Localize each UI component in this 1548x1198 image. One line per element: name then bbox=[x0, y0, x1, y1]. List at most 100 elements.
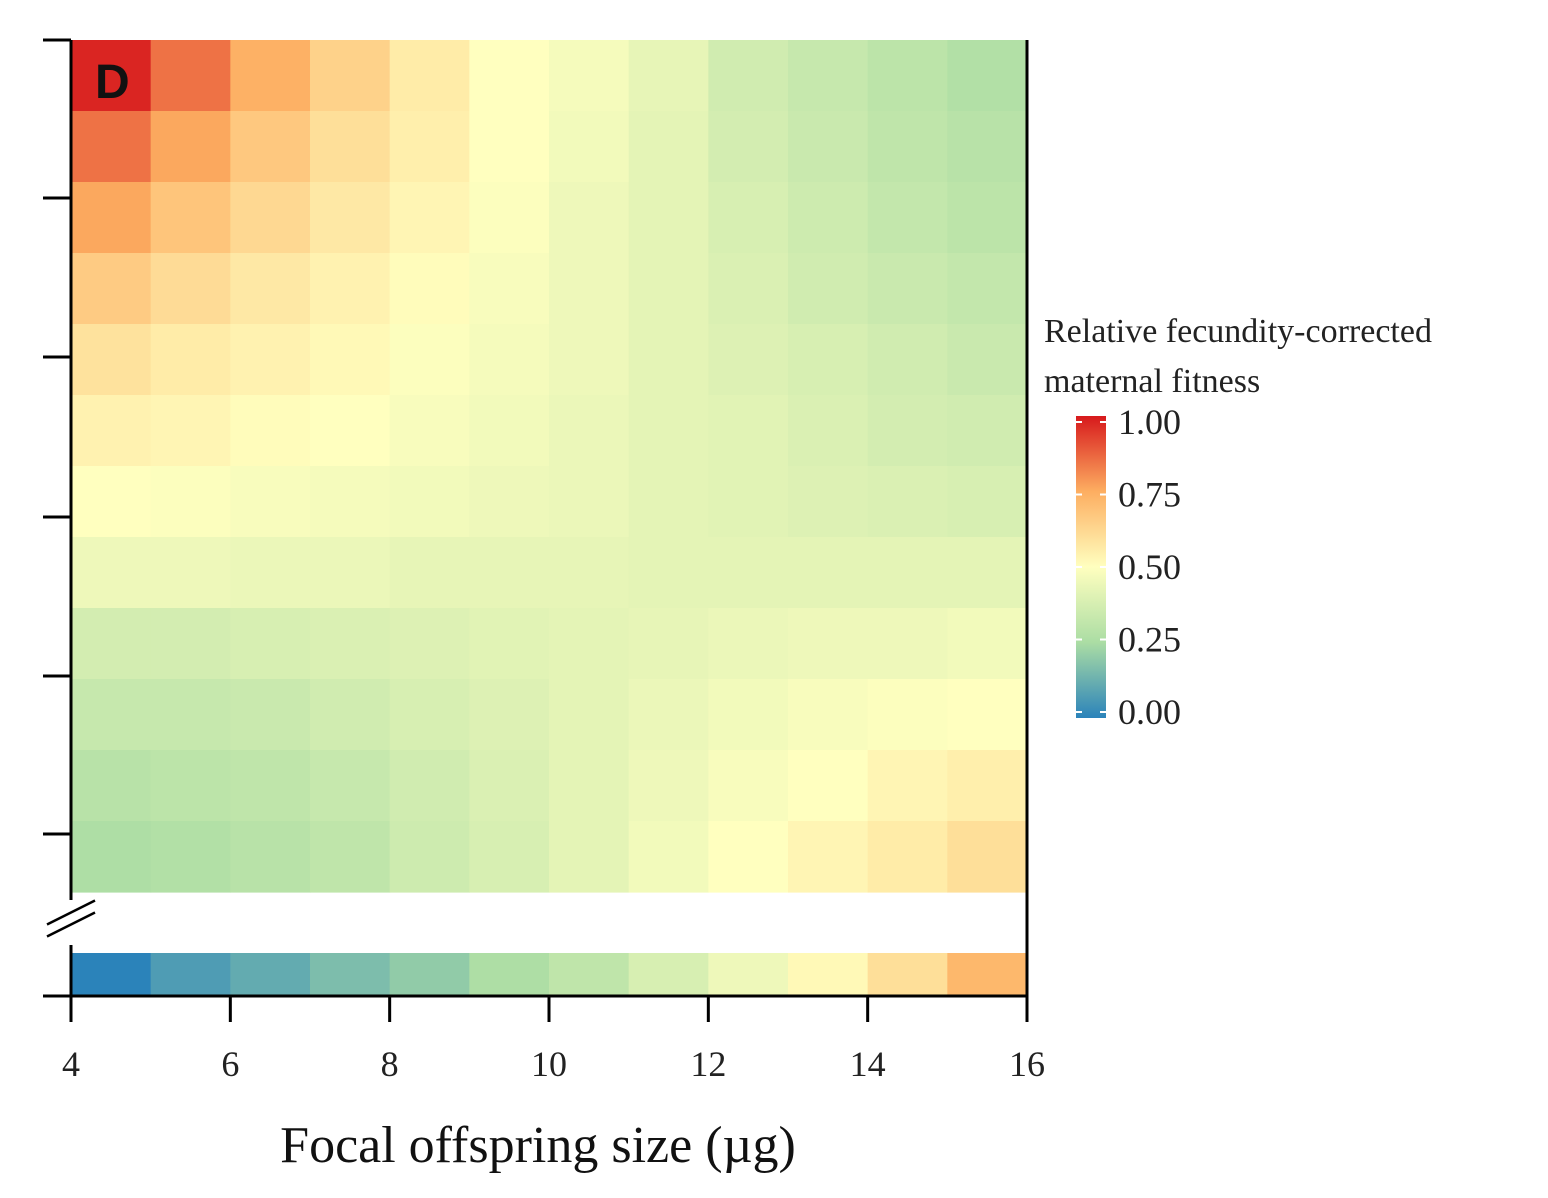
heatmap-cell bbox=[389, 821, 470, 893]
x-axis-title: Focal offspring size (µg) bbox=[280, 1117, 796, 1174]
heatmap-cell bbox=[310, 253, 391, 325]
heatmap-cell bbox=[389, 253, 470, 325]
legend-tick-label: 0.75 bbox=[1118, 475, 1181, 515]
heatmap-cell bbox=[469, 40, 550, 112]
legend-ticks: 1.00 0.75 0.50 0.25 0.00 bbox=[1076, 402, 1181, 732]
heatmap-cell bbox=[788, 324, 869, 396]
heatmap-cell bbox=[150, 821, 231, 893]
heatmap-cell bbox=[628, 821, 709, 893]
heatmap-cell bbox=[788, 111, 869, 183]
heatmap-cell bbox=[230, 537, 311, 609]
heatmap-cell bbox=[389, 40, 470, 112]
heatmap-cell bbox=[788, 40, 869, 112]
heatmap-cell bbox=[150, 182, 231, 254]
x-tick-label: 8 bbox=[381, 1044, 399, 1084]
heatmap-cell bbox=[628, 608, 709, 680]
axis-break-gap bbox=[67, 900, 75, 945]
heatmap-cell bbox=[310, 608, 391, 680]
heatmap-cell bbox=[389, 182, 470, 254]
heatmap-cell bbox=[549, 537, 630, 609]
heatmap-cell bbox=[708, 537, 789, 609]
heatmap-bottom-cell bbox=[469, 953, 550, 996]
heatmap-cell bbox=[867, 324, 948, 396]
heatmap-cell bbox=[469, 395, 550, 467]
heatmap-cell bbox=[469, 324, 550, 396]
heatmap-cell bbox=[71, 324, 152, 396]
heatmap-cell bbox=[549, 111, 630, 183]
heatmap-cell bbox=[230, 253, 311, 325]
y-axis-ticks bbox=[43, 38, 71, 998]
heatmap-cell bbox=[469, 821, 550, 893]
heatmap-cell bbox=[867, 111, 948, 183]
heatmap-cell bbox=[867, 679, 948, 751]
heatmap-cell bbox=[71, 821, 152, 893]
heatmap-cell bbox=[549, 40, 630, 112]
heatmap-cell bbox=[708, 679, 789, 751]
heatmap-cell bbox=[71, 679, 152, 751]
heatmap-cell bbox=[150, 750, 231, 822]
heatmap-cell bbox=[310, 324, 391, 396]
heatmap-cell bbox=[230, 324, 311, 396]
heatmap-cell bbox=[389, 111, 470, 183]
heatmap-cell bbox=[71, 608, 152, 680]
heatmap-cell bbox=[310, 40, 391, 112]
x-tick-label: 6 bbox=[221, 1044, 239, 1084]
heatmap-cell bbox=[708, 40, 789, 112]
heatmap-cell bbox=[549, 395, 630, 467]
x-tick-label: 12 bbox=[690, 1044, 726, 1084]
heatmap-cell bbox=[708, 466, 789, 538]
heatmap-cell bbox=[708, 395, 789, 467]
color-legend: Relative fecundity-corrected maternal fi… bbox=[1044, 313, 1432, 732]
heatmap-cell bbox=[71, 111, 152, 183]
heatmap-cell bbox=[310, 466, 391, 538]
heatmap-cell bbox=[947, 750, 1028, 822]
heatmap-cell bbox=[628, 253, 709, 325]
heatmap-cell bbox=[708, 253, 789, 325]
heatmap-bottom-cell bbox=[549, 953, 630, 996]
heatmap-cell bbox=[150, 466, 231, 538]
heatmap-cell bbox=[230, 750, 311, 822]
heatmap-cell bbox=[389, 537, 470, 609]
heatmap-cell bbox=[310, 821, 391, 893]
heatmap-cell bbox=[867, 182, 948, 254]
heatmap-cell bbox=[389, 608, 470, 680]
heatmap-cell bbox=[947, 395, 1028, 467]
heatmap-cell bbox=[947, 324, 1028, 396]
heatmap-cell bbox=[469, 253, 550, 325]
heatmap-cell bbox=[389, 324, 470, 396]
heatmap-cell bbox=[150, 324, 231, 396]
x-tick-label: 14 bbox=[850, 1044, 886, 1084]
heatmap-cell bbox=[469, 182, 550, 254]
heatmap-cell bbox=[867, 395, 948, 467]
panel-label: D bbox=[95, 56, 130, 109]
heatmap-cell bbox=[469, 466, 550, 538]
heatmap-cell bbox=[71, 182, 152, 254]
heatmap-cell bbox=[867, 821, 948, 893]
heatmap-cell bbox=[947, 537, 1028, 609]
heatmap-cell bbox=[549, 679, 630, 751]
heatmap-cell bbox=[867, 253, 948, 325]
heatmap-bottom-row bbox=[71, 953, 1028, 996]
heatmap-cell bbox=[708, 821, 789, 893]
heatmap-cell bbox=[947, 608, 1028, 680]
heatmap-bottom-cell bbox=[230, 953, 311, 996]
heatmap-bottom-cell bbox=[150, 953, 231, 996]
heatmap-cell bbox=[628, 750, 709, 822]
heatmap-bottom-cell bbox=[867, 953, 948, 996]
heatmap-cell bbox=[628, 182, 709, 254]
heatmap-cells bbox=[71, 40, 1028, 893]
heatmap-cell bbox=[469, 608, 550, 680]
heatmap-cell bbox=[310, 395, 391, 467]
heatmap-cell bbox=[389, 395, 470, 467]
x-tick-label: 10 bbox=[531, 1044, 567, 1084]
axis-break-mark bbox=[46, 911, 96, 938]
heatmap-cell bbox=[549, 253, 630, 325]
heatmap-cell bbox=[549, 182, 630, 254]
heatmap-cell bbox=[230, 182, 311, 254]
legend-tick-label: 0.00 bbox=[1118, 692, 1181, 732]
heatmap-cell bbox=[947, 679, 1028, 751]
heatmap-cell bbox=[708, 111, 789, 183]
heatmap-cell bbox=[549, 466, 630, 538]
heatmap-cell bbox=[150, 608, 231, 680]
heatmap-cell bbox=[788, 821, 869, 893]
